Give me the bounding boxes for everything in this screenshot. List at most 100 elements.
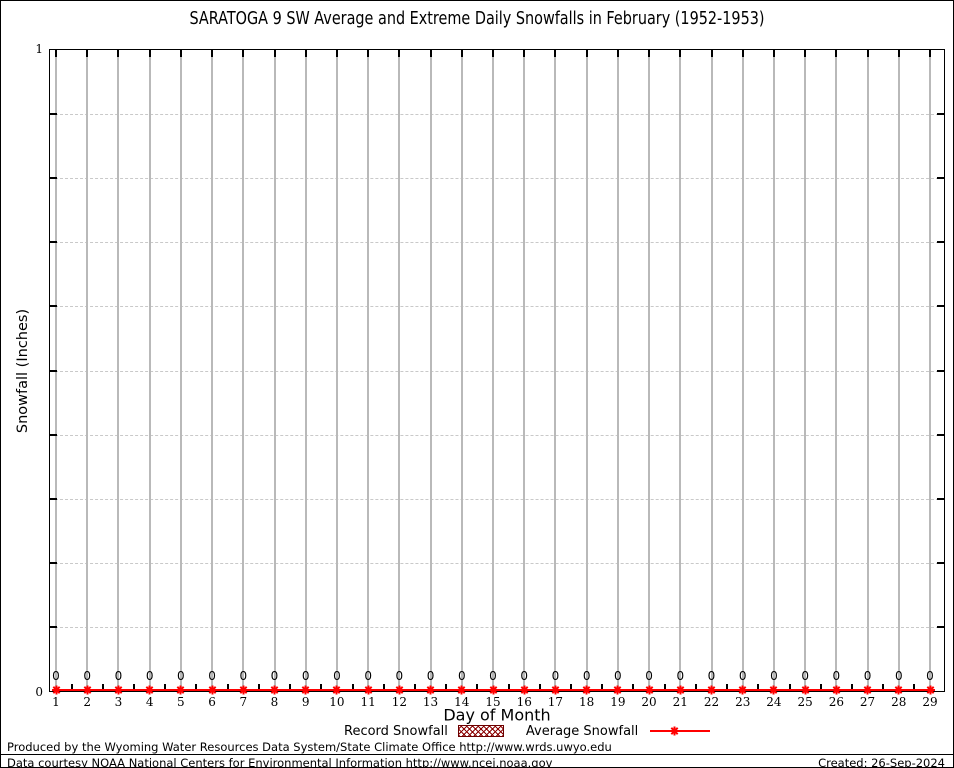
x-tick-label: 2: [83, 695, 92, 709]
average-snowfall-point: [738, 685, 748, 695]
record-value-label: 0: [177, 669, 185, 683]
gridline-vertical: [929, 50, 931, 691]
gridline-horizontal: [50, 178, 944, 180]
gridline-horizontal: [50, 114, 944, 116]
x-minor-tick-bottom: [601, 684, 604, 691]
gridline-vertical: [304, 50, 307, 691]
x-tick-top: [585, 50, 588, 57]
y-tick-right: [937, 433, 944, 436]
x-minor-tick-bottom: [164, 684, 167, 691]
x-minor-tick-bottom: [726, 684, 729, 691]
x-tick-top: [804, 50, 807, 57]
x-tick-top: [179, 50, 182, 57]
x-tick-top: [273, 50, 276, 57]
x-tick-top: [367, 50, 370, 57]
y-tick-left: [50, 625, 57, 628]
average-snowfall-point: [82, 685, 92, 695]
gridline-vertical: [866, 50, 869, 691]
x-tick-label: 19: [610, 695, 626, 709]
x-minor-tick-bottom: [819, 684, 822, 691]
x-tick-label: 22: [703, 695, 720, 709]
average-snowfall-point: [113, 685, 123, 695]
gridline-horizontal: [50, 306, 944, 308]
gridline-vertical: [679, 50, 682, 691]
record-value-label: 0: [738, 669, 747, 683]
x-minor-tick-bottom: [101, 684, 104, 691]
y-tick-right: [937, 177, 944, 180]
average-snowfall-point: [301, 685, 311, 695]
average-snowfall-point: [675, 685, 685, 695]
x-minor-tick-bottom: [257, 684, 260, 691]
x-minor-tick-bottom: [850, 684, 853, 691]
y-tick-left: [50, 433, 57, 436]
y-tick-left: [50, 177, 57, 180]
x-tick-top: [335, 50, 338, 57]
gridline-vertical: [117, 50, 120, 691]
x-tick-top: [866, 50, 869, 57]
record-value-label: 0: [832, 669, 841, 683]
x-tick-label: 25: [797, 695, 813, 709]
y-tick-left: [50, 241, 57, 244]
gridline-horizontal: [50, 626, 944, 628]
y-tick-right: [937, 561, 944, 564]
x-minor-tick-bottom: [351, 684, 354, 691]
gridline-vertical: [148, 50, 151, 691]
x-tick-top: [117, 50, 120, 57]
y-tick-right: [937, 113, 944, 116]
y-tick-left: [50, 497, 57, 500]
x-tick-top: [616, 50, 619, 57]
record-value-label: 0: [676, 669, 685, 683]
x-minor-tick-bottom: [882, 684, 885, 691]
average-snowfall-point: [613, 685, 623, 695]
gridline-vertical: [367, 50, 370, 691]
x-minor-tick-bottom: [133, 684, 136, 691]
x-tick-label: 1: [52, 695, 60, 709]
x-minor-tick-bottom: [538, 684, 541, 691]
x-minor-tick-bottom: [788, 684, 791, 691]
x-tick-top: [772, 50, 775, 57]
x-tick-top: [523, 50, 526, 57]
x-tick-top: [679, 50, 682, 57]
x-tick-label: 10: [329, 695, 345, 709]
footer-created-date: Created: 26-Sep-2024: [818, 756, 945, 768]
x-tick-label: 17: [547, 695, 564, 709]
y-tick-left: [50, 369, 57, 372]
average-snowfall-point: [707, 685, 716, 695]
x-tick-label: 13: [422, 695, 439, 709]
average-snowfall-point: [363, 685, 373, 695]
average-snowfall-point: [51, 685, 61, 695]
gridline-vertical: [585, 50, 588, 691]
x-tick-label: 16: [516, 695, 532, 709]
gridline-vertical: [429, 50, 432, 691]
record-value-label: 0: [145, 669, 154, 683]
record-value-label: 0: [83, 669, 92, 683]
record-value-label: 0: [457, 669, 466, 683]
gridline-vertical: [335, 50, 338, 691]
x-tick-label: 9: [301, 695, 310, 709]
average-snowfall-point: [207, 685, 217, 695]
x-tick-top: [554, 50, 557, 57]
x-minor-tick-bottom: [694, 684, 697, 691]
x-minor-tick-bottom: [663, 684, 666, 691]
y-axis-title: Snowfall (Inches): [15, 308, 31, 434]
record-value-label: 0: [582, 669, 591, 683]
gridline-horizontal: [50, 562, 944, 564]
average-snowfall-point: [769, 685, 779, 695]
x-minor-tick-bottom: [632, 684, 635, 691]
average-snowfall-point: [238, 685, 248, 695]
x-tick-label: 24: [766, 695, 782, 709]
record-value-label: 0: [894, 669, 903, 683]
gridline-vertical: [179, 50, 182, 691]
record-value-label: 0: [364, 669, 372, 683]
record-value-label: 0: [270, 669, 279, 683]
x-minor-tick-bottom: [476, 684, 479, 691]
record-value-label: 0: [770, 669, 778, 683]
y-axis-tick-label-top: 1: [35, 42, 43, 56]
record-value-label: 0: [333, 669, 341, 683]
legend: Record Snowfall Average Snowfall: [344, 723, 711, 739]
footer-data-courtesy: Data courtesy NOAA National Centers for …: [7, 756, 553, 768]
x-tick-label: 26: [828, 695, 844, 709]
gridline-vertical: [523, 50, 526, 691]
plot-area: 0 1 0 2 0 3 0 4 0 5 0 6 0 7 0 8 0 9 0 10 0 11 0 12 0 13 0 14 0 15 0 16 0…: [49, 49, 945, 708]
x-tick-label: 21: [672, 695, 688, 709]
